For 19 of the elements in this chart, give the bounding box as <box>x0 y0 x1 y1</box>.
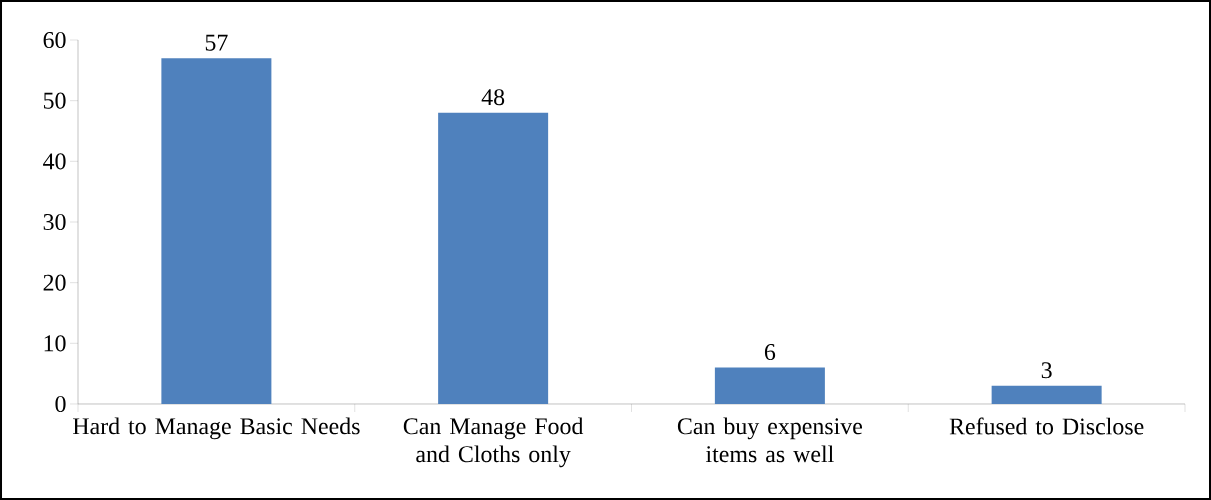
bar <box>714 367 825 404</box>
data-label: 48 <box>481 89 505 106</box>
y-tick-label: 60 <box>43 31 66 49</box>
data-label: 6 <box>764 344 776 361</box>
y-tick-label: 30 <box>43 213 66 231</box>
bar <box>161 58 272 404</box>
x-tick-label: Can buy expensive items as well <box>677 417 863 463</box>
x-tick-label: Refused to Disclose <box>949 417 1144 435</box>
x-tick-label: Can Manage Food and Cloths only <box>403 417 584 468</box>
bar <box>991 385 1102 404</box>
x-tick-label: Hard to Manage Basic Needs <box>73 417 360 440</box>
y-tick-label: 0 <box>55 395 66 413</box>
bar <box>438 112 549 404</box>
y-tick-label: 10 <box>44 335 66 352</box>
y-tick-label: 20 <box>43 274 66 291</box>
data-label: 3 <box>1041 362 1052 379</box>
y-tick-label: 50 <box>43 92 66 109</box>
data-label: 57 <box>205 34 228 51</box>
y-tick-label: 40 <box>43 153 66 170</box>
